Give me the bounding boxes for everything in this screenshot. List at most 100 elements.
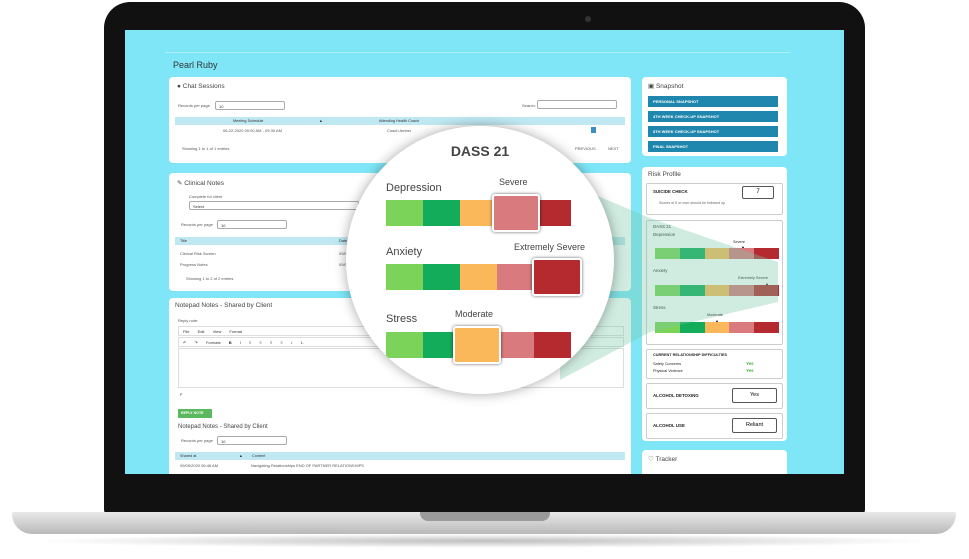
scale-segment <box>386 332 423 358</box>
edit-icon: ✎ <box>177 180 183 187</box>
alcohol-use-value: Reliant <box>732 418 777 433</box>
row-coach: Coach Amber <box>387 128 412 133</box>
list-item[interactable]: Progress Notes <box>180 262 208 267</box>
sort-icon[interactable]: ▲ <box>239 454 243 458</box>
sort-icon[interactable]: ▲ <box>319 119 323 123</box>
notepad-table-header: Shared at ▲ Content <box>175 452 625 460</box>
scale-segment <box>534 200 571 226</box>
col-attending-coach[interactable]: Attending Health Coach <box>379 119 420 123</box>
safety-value: Yes <box>746 361 754 366</box>
records-label: Records per page <box>181 222 213 227</box>
view-icon[interactable] <box>591 127 596 133</box>
menu-format[interactable]: Format <box>229 329 243 334</box>
scale-segment <box>386 264 423 290</box>
menu-edit[interactable]: Edit <box>197 329 205 334</box>
final-snapshot-button[interactable]: FINAL SNAPSHOT <box>648 141 778 152</box>
records-select[interactable]: 10 <box>217 436 287 445</box>
justify-icon[interactable]: ≡ <box>280 340 283 345</box>
zoom-stress-level: Moderate <box>455 309 494 319</box>
menu-file[interactable]: File <box>183 329 190 334</box>
dass21-title: DASS 21 <box>653 224 672 229</box>
chat-sessions-title: Chat Sessions <box>182 83 225 90</box>
stress-level: Moderate <box>707 313 724 317</box>
scale-segment <box>704 248 730 259</box>
align-center-icon[interactable]: ≡ <box>259 340 262 345</box>
scale-segment <box>460 264 497 290</box>
zoom-depression-scale <box>386 200 571 226</box>
safety-label: Safety Concerns <box>653 362 682 366</box>
snapshot-title: Snapshot <box>655 83 684 90</box>
records-select[interactable]: 10 <box>217 220 287 229</box>
scale-segment <box>497 332 534 358</box>
depression-scale: ▼ <box>655 245 779 259</box>
scale-segment <box>460 200 497 226</box>
zoom-lens: DASS 21 Depression Severe Anxiety Extrem… <box>346 126 614 394</box>
scale-segment <box>655 248 680 259</box>
anxiety-scale: ▼ <box>655 282 779 296</box>
table-row-date: 09/09/2020 06:48 AM <box>180 463 219 468</box>
scale-segment <box>754 285 779 296</box>
italic-icon[interactable]: I <box>239 340 241 345</box>
page-title: Pearl Ruby <box>173 60 218 70</box>
violence-label: Physical Violence <box>653 369 683 373</box>
showing-entries: Showing 1 to 1 of 1 entries <box>182 146 230 151</box>
notepad-title: Notepad Notes - Shared by Client <box>175 302 273 309</box>
col-content[interactable]: Content <box>252 454 266 458</box>
align-left-icon[interactable]: ≡ <box>249 340 252 345</box>
zoom-title: DASS 21 <box>450 143 510 159</box>
zoom-depression-label: Depression <box>386 182 442 194</box>
laptop-base <box>12 512 956 534</box>
scale-marker: ▼ <box>765 282 769 287</box>
col-title[interactable]: Title <box>180 239 188 243</box>
records-select[interactable]: 10 <box>215 101 285 110</box>
list-item-date: 09/0 <box>339 262 347 267</box>
col-date[interactable]: Date C <box>339 239 351 243</box>
relationship-title: CURRENT RELATIONSHIP DIFFICULTIES <box>653 353 728 357</box>
personal-snapshot-button[interactable]: PERSONAL SNAPSHOT <box>648 96 778 107</box>
snapshot-card: ▣ Snapshot PERSONAL SNAPSHOT 4TH WEEK CH… <box>642 77 787 156</box>
next-button[interactable]: NEXT <box>608 146 619 151</box>
align-right-icon[interactable]: ≡ <box>269 340 273 345</box>
alcohol-detox-box: ALCOHOL DETOXING Yes <box>646 383 783 409</box>
suicide-check-label: SUICIDE CHECK <box>653 189 688 194</box>
scale-segment <box>704 322 730 333</box>
scale-segment <box>729 248 755 259</box>
dass21-box: DASS 21 Depression Severe ▼ Anxiety Extr… <box>646 220 783 345</box>
alcohol-detox-label: ALCOHOL DETOXING <box>653 393 699 398</box>
zoom-anxiety-level: Extremely Severe <box>514 242 586 252</box>
search-input[interactable] <box>537 100 617 109</box>
suicide-score: 7 <box>742 186 774 199</box>
reply-label: Reply note: <box>178 318 199 323</box>
zoom-stress-label: Stress <box>386 313 418 325</box>
bullet-list-icon[interactable]: • <box>290 340 293 345</box>
8th-week-snapshot-button[interactable]: 8TH WEEK CHECK-UP SNAPSHOT <box>648 126 778 137</box>
zoom-anxiety-label: Anxiety <box>386 246 423 258</box>
scale-segment <box>655 285 680 296</box>
client-select[interactable]: Select <box>189 201 359 210</box>
risk-profile-title: Risk Profile <box>648 171 681 178</box>
zoom-depression-level: Severe <box>499 177 528 187</box>
list-item[interactable]: Clinical Risk Screen <box>180 251 216 256</box>
previous-button[interactable]: PREVIOUS <box>575 146 596 151</box>
row-schedule: 06-22-2020 09:00 AM - 09:30 AM <box>223 128 282 133</box>
numbered-list-icon[interactable]: 1. <box>300 340 304 345</box>
scale-segment <box>754 322 779 333</box>
scale-segment <box>497 264 534 290</box>
zoom-anxiety-highlight <box>532 258 582 296</box>
menu-view[interactable]: View <box>212 329 222 334</box>
stress-scale: ▼ <box>655 319 779 333</box>
scale-segment <box>679 285 705 296</box>
table-row-content[interactable]: Navigating Relationships END OF PARTNER … <box>251 463 364 468</box>
laptop-notch <box>420 512 550 521</box>
bold-icon[interactable]: B <box>228 340 232 345</box>
scale-segment <box>729 285 755 296</box>
formats-dropdown[interactable]: Formats <box>205 340 221 345</box>
col-meeting-schedule[interactable]: Meeting Schedule <box>233 119 264 123</box>
tracker-title: Tracker <box>655 456 678 463</box>
reply-note-button[interactable]: REPLY NOTE <box>178 409 212 418</box>
redo-icon[interactable]: ↷ <box>194 340 198 345</box>
undo-icon[interactable]: ↶ <box>183 340 187 345</box>
showing-entries: Showing 1 to 2 of 2 entries <box>186 276 234 281</box>
4th-week-snapshot-button[interactable]: 4TH WEEK CHECK-UP SNAPSHOT <box>648 111 778 122</box>
col-shared-at[interactable]: Shared at <box>180 454 197 458</box>
